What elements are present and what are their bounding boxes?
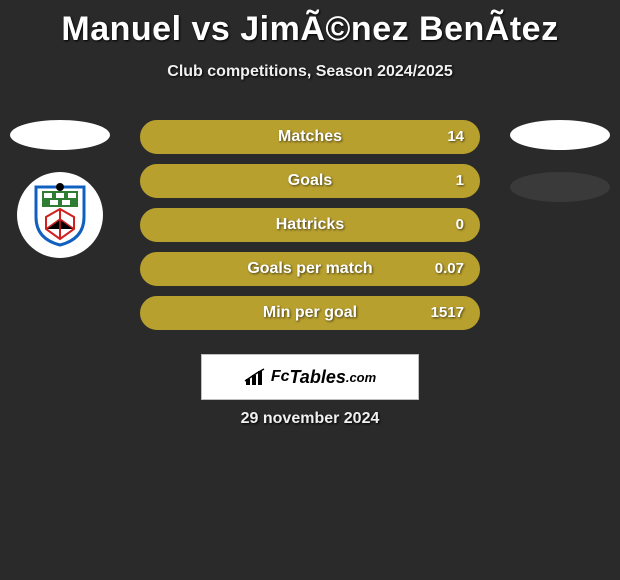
date-line: 29 november 2024 <box>0 410 620 428</box>
stat-label: Min per goal <box>142 298 478 328</box>
racing-ferrol-crest-icon <box>32 183 88 247</box>
stats-bars: Matches 14 Goals 1 Hattricks 0 Goals per… <box>140 120 480 340</box>
page-subtitle: Club competitions, Season 2024/2025 <box>0 63 620 81</box>
stat-label: Goals <box>142 166 478 196</box>
stat-bar: Matches 14 <box>140 120 480 154</box>
stat-label: Matches <box>142 122 478 152</box>
brand-prefix: Fc <box>271 368 290 386</box>
comparison-infographic: Manuel vs JimÃ©nez BenÃ­tez Club competi… <box>0 0 620 580</box>
stat-value: 0.07 <box>435 254 464 284</box>
stat-bar: Goals per match 0.07 <box>140 252 480 286</box>
stat-bar: Hattricks 0 <box>140 208 480 242</box>
club-crest <box>17 172 103 258</box>
stat-label: Hattricks <box>142 210 478 240</box>
stat-bar: Min per goal 1517 <box>140 296 480 330</box>
player-ellipse-placeholder <box>510 120 610 150</box>
page-title: Manuel vs JimÃ©nez BenÃ­tez <box>0 0 620 49</box>
brand-main: Tables <box>289 367 345 388</box>
left-player-column <box>10 120 110 258</box>
club-ellipse-placeholder <box>510 172 610 202</box>
stat-label: Goals per match <box>142 254 478 284</box>
brand-suffix: .com <box>346 370 376 385</box>
bar-chart-icon <box>244 367 268 387</box>
stat-value: 0 <box>456 210 464 240</box>
player-ellipse-placeholder <box>10 120 110 150</box>
brand-inner: FcTables.com <box>244 367 376 388</box>
stat-value: 14 <box>447 122 464 152</box>
stat-bar: Goals 1 <box>140 164 480 198</box>
stat-value: 1 <box>456 166 464 196</box>
stat-value: 1517 <box>431 298 464 328</box>
right-player-column <box>510 120 610 224</box>
brand-watermark: FcTables.com <box>201 354 419 400</box>
